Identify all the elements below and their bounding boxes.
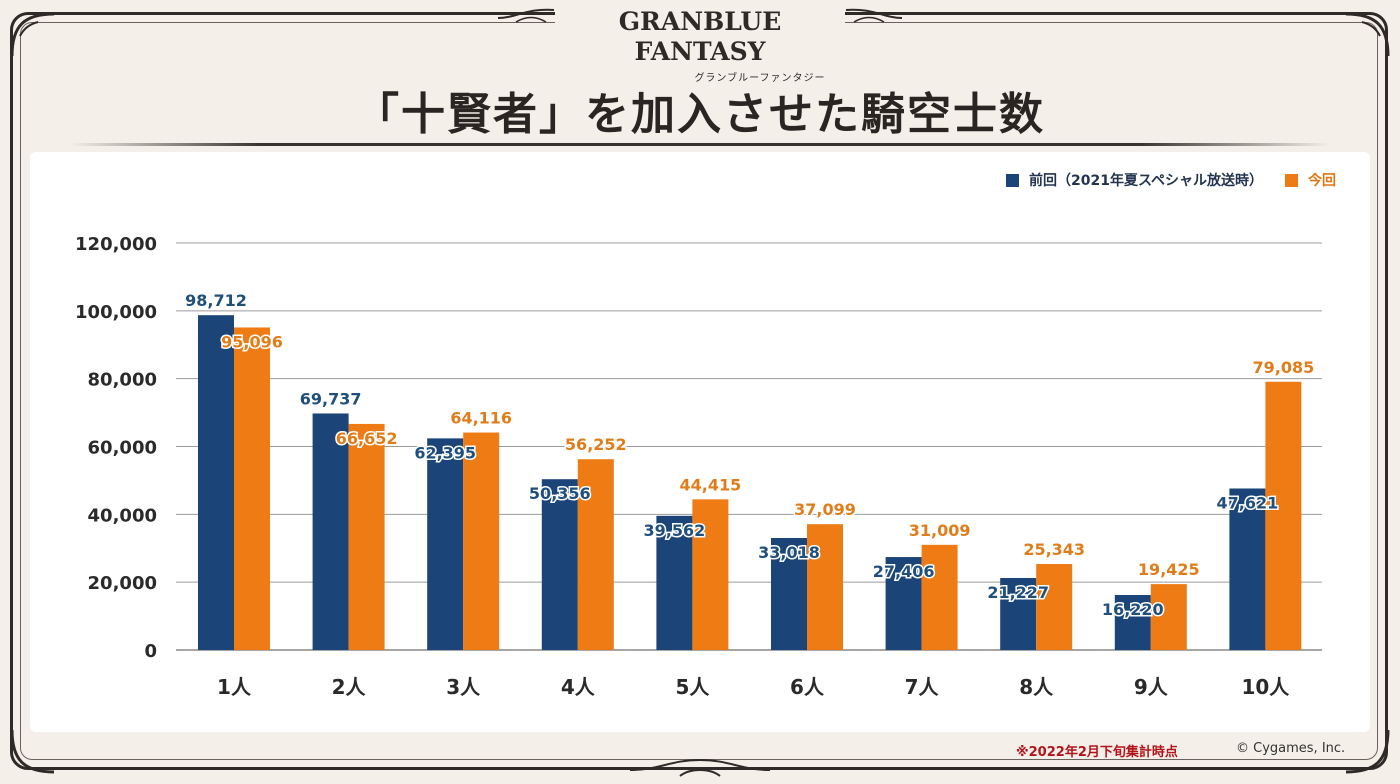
bar-current [348,423,385,650]
y-tick-label: 100,000 [75,302,157,323]
x-tick-label: 6人 [790,675,825,699]
data-label-previous: 47,621 [1217,493,1279,512]
title-underline [70,143,1330,146]
bar-previous [541,479,578,650]
data-label-current: 31,009 [909,521,971,540]
x-tick-label: 8人 [1019,675,1054,699]
top-right-flourish [845,8,903,23]
bar-current [234,327,270,650]
logo: GRANBLUE FANTASY グランブルーファンタジー [555,2,845,84]
bottom-center-ornament [630,758,770,777]
footnote: ※2022年2月下旬集計時点 [1016,745,1178,760]
bar-current [807,524,843,650]
bar-current [921,544,958,650]
data-label-previous: 27,406 [873,562,935,581]
legend-item-current: 今回 [1285,170,1336,190]
y-tick-label: 80,000 [88,370,157,391]
x-tick-label: 10人 [1241,675,1290,699]
data-label-previous: 33,018 [758,543,820,562]
legend-label-previous: 前回（2021年夏スペシャル放送時） [1029,173,1263,189]
legend-label-current: 今回 [1308,173,1336,189]
data-label-current: 19,425 [1138,560,1200,579]
y-tick-label: 60,000 [88,438,157,459]
x-tick-label: 2人 [332,675,367,699]
bar-previous [771,538,807,650]
data-label-previous: 21,227 [987,583,1049,602]
top-left-flourish [497,8,555,23]
y-tick-label: 120,000 [75,234,157,255]
bar-current [1265,381,1302,650]
data-label-current: 95,096 [221,332,283,351]
bar-previous [656,515,693,650]
logo-main-text: GRANBLUE FANTASY [618,7,782,66]
bar-current [463,432,500,650]
top-right-ornament [1345,12,1390,57]
top-left-ornament [10,12,55,57]
bar-current [692,499,729,650]
bar-current [1150,584,1187,650]
bar-previous [885,557,922,650]
data-label-previous: 39,562 [644,521,706,540]
data-label-current: 25,343 [1023,540,1085,559]
bottom-right-ornament [1345,729,1390,774]
logo-sub-text: グランブルーファンタジー [694,73,826,84]
bottom-left-ornament [10,729,55,774]
legend-swatch-current [1285,173,1298,187]
data-label-previous: 69,737 [300,389,362,408]
x-tick-label: 3人 [446,675,481,699]
bar-previous [1229,488,1266,650]
x-tick-label: 5人 [675,675,710,699]
bar-previous [1000,578,1037,650]
data-label-current: 56,252 [565,435,627,454]
data-label-current: 64,116 [450,409,512,428]
bar-current [577,459,614,650]
bar-previous [312,413,349,650]
chart-legend: 前回（2021年夏スペシャル放送時） 今回 [984,170,1336,190]
data-label-previous: 50,356 [529,484,591,503]
data-label-previous: 98,712 [185,291,247,310]
data-label-current: 37,099 [794,500,856,519]
bar-previous [1114,594,1151,650]
x-tick-label: 9人 [1134,675,1169,699]
bar-previous [427,438,464,650]
data-label-current: 79,085 [1253,358,1315,377]
y-tick-label: 0 [144,641,157,662]
copyright: © Cygames, Inc. [1236,741,1346,756]
data-label-previous: 16,220 [1102,600,1164,619]
data-label-current: 66,652 [336,429,398,448]
legend-swatch-previous [1006,173,1020,187]
x-tick-label: 4人 [561,675,596,699]
legend-item-previous: 前回（2021年夏スペシャル放送時） [1006,170,1263,190]
bar-previous [198,315,234,650]
page-title: 「十賢者」を加入させた騎空士数 [355,89,1045,140]
bar-current [1036,564,1073,650]
data-label-current: 44,415 [680,475,742,494]
x-tick-label: 1人 [217,675,252,699]
y-tick-label: 40,000 [88,505,157,526]
data-label-previous: 62,395 [414,443,476,462]
y-tick-label: 20,000 [88,573,157,594]
x-tick-label: 7人 [905,675,940,699]
